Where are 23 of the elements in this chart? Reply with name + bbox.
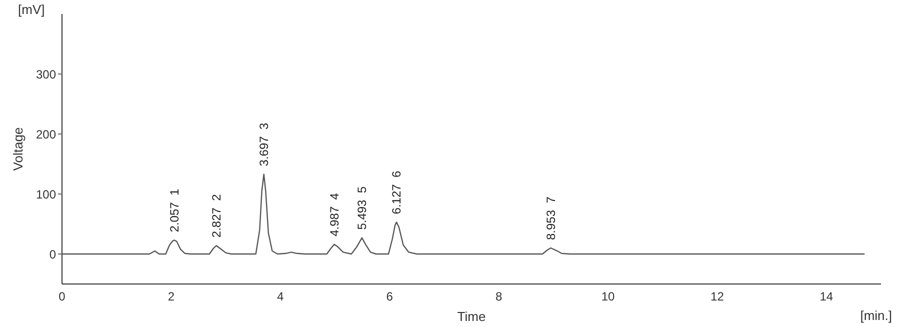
x-tick-label: 4	[277, 290, 284, 304]
x-tick-label: 2	[168, 290, 175, 304]
y-tick-label: 100	[36, 187, 56, 202]
y-axis-title: Voltage	[10, 127, 26, 171]
annotation: 6.127 6	[390, 170, 404, 214]
annotation: 4.987 4	[327, 192, 342, 236]
x-tick-label: 6	[386, 290, 394, 304]
x-tick-label: 10	[601, 290, 615, 304]
text: [mV]	[18, 2, 45, 17]
x-axis-title: Time	[457, 309, 486, 324]
x-tick-label: 0	[58, 290, 66, 304]
y-tick-label: 300	[36, 67, 56, 82]
x-tick-label: 12	[710, 290, 724, 304]
text: [min.]	[860, 308, 892, 323]
x-tick-label: 14	[820, 290, 834, 304]
y-tick-label: 200	[36, 127, 56, 142]
annotation: 2.057 1	[168, 188, 182, 232]
x-tick-label: 8	[495, 290, 502, 304]
y-tick-label: 0	[49, 247, 56, 262]
annotation: 5.493 5	[355, 186, 370, 230]
annotation: 2.827 2	[210, 194, 224, 238]
annotation: 3.697 3	[257, 122, 272, 166]
annotation: 8.953 7	[544, 196, 558, 240]
